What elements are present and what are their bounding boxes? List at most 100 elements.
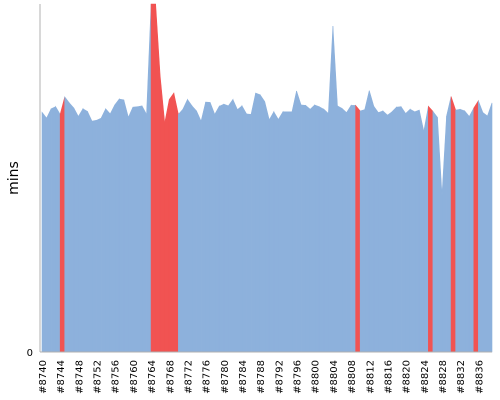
build-segment-8801 (318, 106, 325, 353)
build-segment-8780 (223, 103, 229, 353)
failed-build-segment-8744 (59, 96, 66, 353)
build-segment-8756 (114, 98, 120, 353)
x-tick-label: #8832 (456, 360, 467, 394)
x-tick-label: #8768 (165, 360, 176, 394)
x-tick-label: #8748 (74, 360, 85, 394)
x-tick-label: #8828 (438, 360, 449, 394)
build-segment-8755 (109, 104, 116, 353)
build-segment-8820 (405, 108, 411, 353)
build-segment-8745 (64, 96, 70, 353)
x-tick-label: #8812 (365, 360, 376, 394)
build-segment-8782 (232, 99, 238, 353)
build-segment-8800 (314, 104, 320, 353)
x-tick-label: #8804 (329, 360, 340, 394)
build-segment-8785 (246, 113, 252, 353)
build-segment-8834 (468, 107, 475, 353)
build-segment-8754 (105, 108, 111, 353)
build-segment-8781 (228, 98, 234, 353)
build-segment-8761 (137, 105, 143, 353)
build-segment-8758 (123, 99, 129, 353)
failed-build-segment-8764 (150, 3, 156, 353)
failed-build-segment-8825 (428, 105, 434, 353)
x-tick-label: #8792 (274, 360, 285, 394)
build-segment-8822 (414, 109, 420, 353)
failed-build-segment-8767 (164, 99, 170, 353)
x-tick-label: #8788 (256, 360, 267, 394)
build-segment-8790 (268, 110, 275, 353)
plot-area (41, 3, 493, 353)
build-segment-8813 (373, 105, 379, 353)
build-segment-8747 (73, 107, 79, 353)
build-segment-8806 (341, 107, 347, 353)
build-segment-8793 (282, 111, 288, 353)
x-tick-label: #8776 (202, 360, 213, 394)
build-segment-8838 (487, 102, 493, 353)
failed-build-segment-8809 (355, 104, 361, 353)
build-segment-8792 (278, 110, 284, 353)
build-segment-8763 (146, 3, 152, 353)
build-segment-8743 (55, 105, 61, 353)
build-segment-8775 (200, 101, 206, 353)
build-segment-8802 (323, 108, 329, 353)
y-axis-title: mins (6, 161, 22, 195)
build-segment-8776 (205, 101, 211, 353)
x-axis-ticks: #8740 #8744 #8748 #8752 #8756 #8760 #8764 #8768… (38, 360, 485, 394)
build-segment-8789 (264, 101, 270, 353)
build-segment-8814 (378, 110, 384, 353)
x-tick-label: #8756 (111, 360, 122, 394)
build-segment-8818 (396, 106, 402, 353)
x-tick-label: #8816 (383, 360, 394, 394)
x-tick-label: #8824 (420, 360, 431, 394)
build-segment-8771 (182, 99, 188, 353)
build-segment-8803 (328, 26, 334, 353)
build-segment-8753 (100, 108, 106, 353)
build-segment-8794 (287, 111, 293, 353)
build-segment-8740 (41, 111, 47, 353)
build-segment-8749 (82, 108, 88, 353)
x-tick-label: #8760 (129, 360, 140, 394)
x-tick-label: #8772 (183, 360, 194, 394)
build-segment-8837 (482, 112, 488, 353)
build-segment-8819 (400, 105, 406, 353)
build-segment-8752 (96, 117, 102, 353)
build-segment-8823 (418, 110, 425, 353)
failed-build-segment-8830 (450, 96, 456, 353)
build-segment-8805 (337, 105, 343, 353)
build-segment-8828 (441, 116, 447, 353)
build-segment-8817 (391, 106, 397, 353)
build-segment-8773 (191, 105, 197, 353)
x-tick-label: #8784 (238, 360, 249, 394)
build-segment-8779 (218, 103, 225, 353)
build-segment-8816 (387, 111, 393, 353)
build-segment-8778 (214, 105, 220, 353)
build-segment-8783 (237, 105, 243, 353)
build-segment-8811 (364, 90, 370, 353)
x-tick-label: #8752 (93, 360, 104, 394)
build-segment-8807 (346, 104, 352, 353)
build-segment-8741 (46, 108, 52, 353)
build-segment-8772 (187, 98, 193, 353)
x-tick-label: #8744 (56, 360, 67, 394)
build-segment-8831 (455, 108, 461, 353)
x-tick-label: #8740 (38, 360, 49, 394)
x-tick-label: #8780 (220, 360, 231, 394)
failed-build-segment-8769 (173, 93, 179, 353)
build-segment-8824 (423, 106, 429, 353)
build-segment-8821 (409, 108, 416, 353)
build-segment-8759 (128, 107, 134, 353)
build-segment-8795 (291, 90, 297, 353)
build-segment-8810 (359, 109, 366, 353)
build-segment-8826 (432, 110, 438, 353)
failed-build-segment-8768 (168, 92, 175, 353)
build-segment-8808 (350, 105, 356, 353)
y-axis-ticks: 0 (27, 348, 33, 359)
build-segment-8829 (446, 96, 452, 353)
failed-build-segment-8835 (473, 99, 479, 353)
build-segment-8836 (478, 100, 484, 353)
build-segment-8832 (459, 108, 466, 353)
build-segment-8760 (132, 106, 138, 353)
build-segment-8815 (382, 110, 388, 353)
build-segment-8827 (437, 117, 443, 353)
x-tick-label: #8764 (147, 360, 158, 394)
